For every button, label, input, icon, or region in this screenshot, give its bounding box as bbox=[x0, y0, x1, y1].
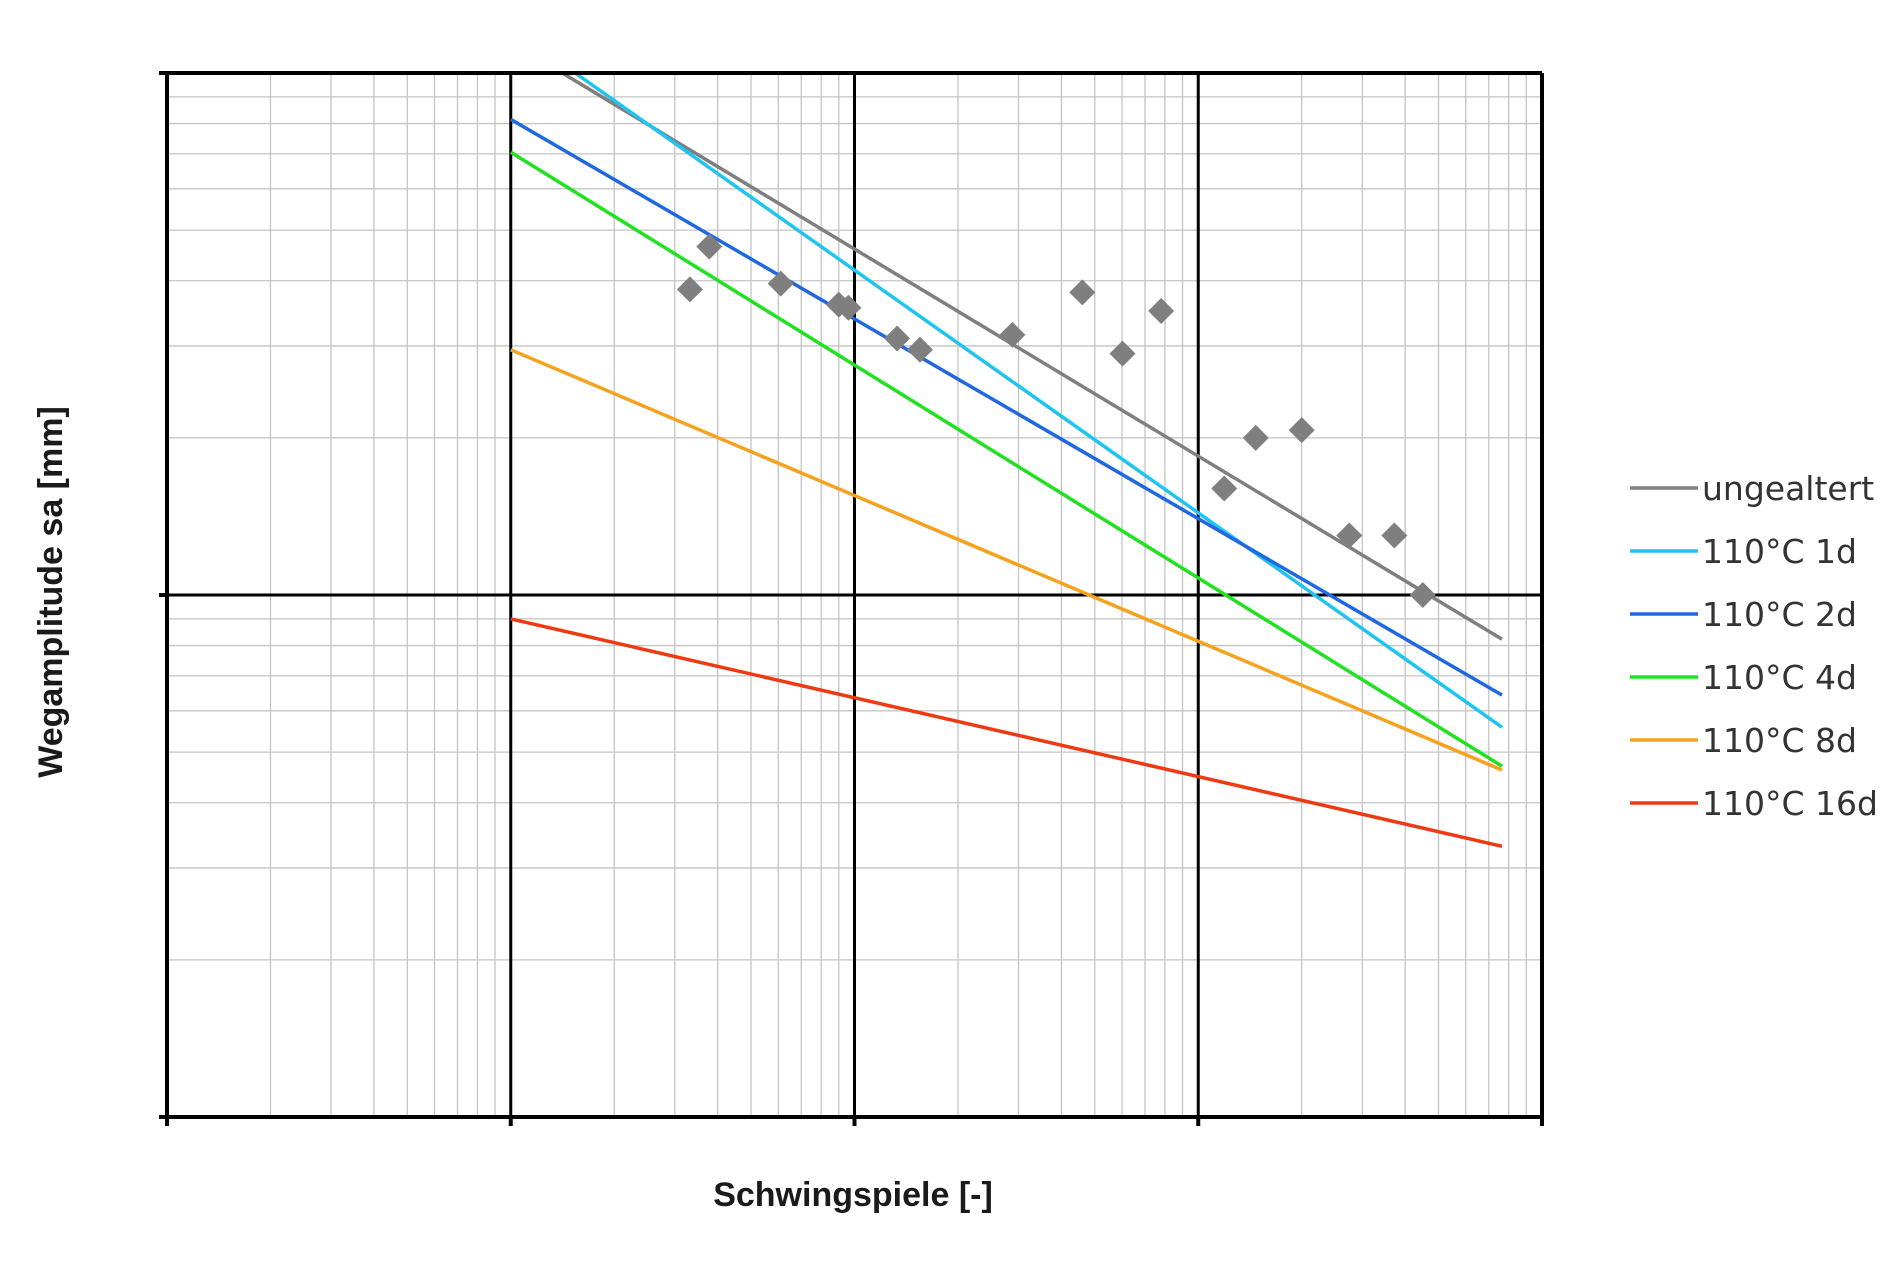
data-point bbox=[906, 336, 933, 363]
legend-label-3: 110°C 2d bbox=[1702, 595, 1857, 634]
series-line-6 bbox=[510, 617, 1503, 849]
plot-frame bbox=[159, 71, 1544, 1126]
legend-label-2: 110°C 1d bbox=[1702, 532, 1857, 571]
data-point bbox=[999, 321, 1026, 348]
data-point bbox=[767, 270, 794, 297]
y-axis-title: Wegamplitude sa [mm] bbox=[32, 406, 70, 778]
data-point bbox=[1109, 340, 1136, 367]
series-lines bbox=[509, 71, 1504, 849]
legend-label-1: ungealtert bbox=[1702, 469, 1874, 508]
data-point bbox=[676, 276, 703, 303]
data-point bbox=[1288, 417, 1315, 444]
data-point bbox=[835, 294, 862, 321]
series-line-1 bbox=[561, 71, 1503, 641]
legend-label-4: 110°C 4d bbox=[1702, 658, 1857, 697]
data-point bbox=[1242, 424, 1269, 451]
x-axis-title: Schwingspiele [-] bbox=[713, 1176, 993, 1214]
data-point bbox=[1409, 582, 1436, 608]
data-point bbox=[1069, 279, 1096, 306]
series-line-4 bbox=[509, 150, 1503, 768]
scatter-points bbox=[676, 233, 1436, 608]
series-line-3 bbox=[509, 117, 1503, 697]
legend-label-5: 110°C 8d bbox=[1702, 721, 1857, 760]
series-line-5 bbox=[510, 348, 1503, 772]
data-point bbox=[1336, 522, 1363, 549]
data-point bbox=[1148, 297, 1175, 324]
data-point bbox=[884, 325, 911, 352]
legend: ungealtert 110°C 1d 110°C 2d 110°C 4d 110°C … bbox=[1630, 469, 1878, 823]
legend-label-6: 110°C 16d bbox=[1702, 784, 1878, 823]
data-point bbox=[696, 233, 723, 260]
data-point bbox=[1211, 475, 1238, 502]
data-point bbox=[1381, 522, 1408, 549]
series-line-2 bbox=[574, 71, 1504, 729]
